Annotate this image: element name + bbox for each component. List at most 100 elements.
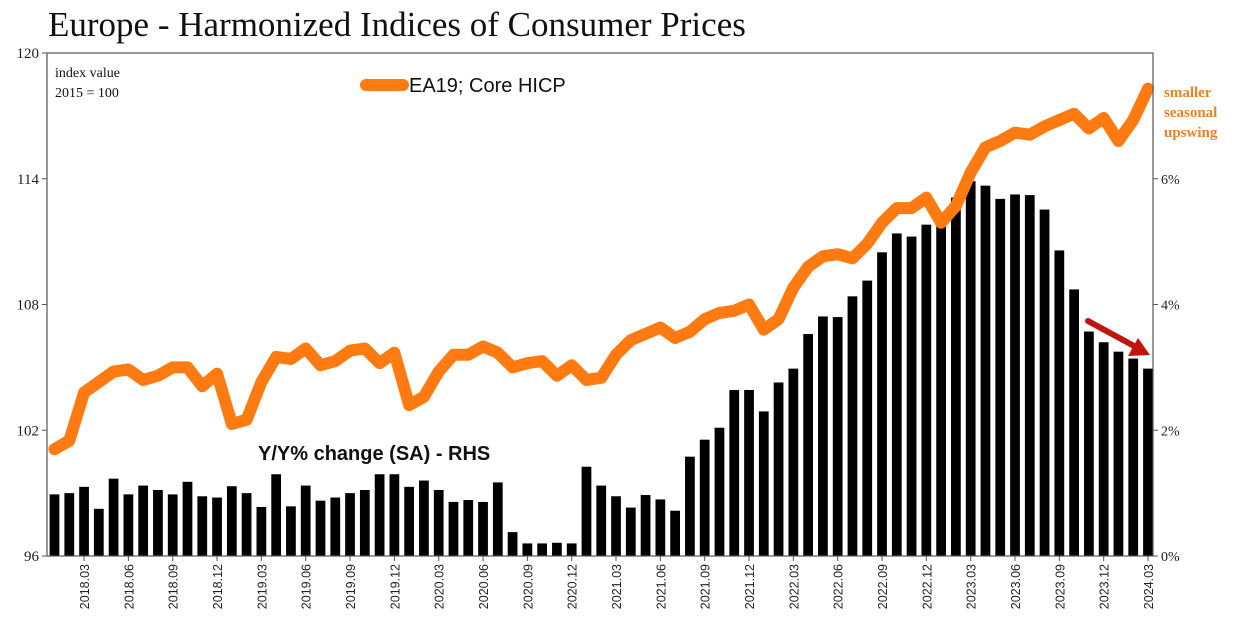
bar-2023.08	[1039, 209, 1050, 556]
x-tick-label: 2023.12	[1098, 564, 1112, 609]
bar-2020.03	[433, 489, 444, 556]
left-tick-label: 120	[17, 46, 40, 62]
bar-2018.09	[167, 494, 178, 556]
bar-2022.01	[758, 411, 769, 556]
bar-2024.03	[1143, 368, 1153, 556]
bar-2019.10	[359, 489, 370, 556]
bar-2023.01	[936, 215, 946, 556]
bar-2021.01	[581, 466, 592, 556]
x-tick-label: 2018.03	[78, 564, 92, 609]
bar-2018.08	[153, 489, 163, 556]
bar-2023.10	[1069, 289, 1079, 556]
x-tick-label: 2022.03	[787, 564, 801, 609]
bar-2023.12	[1098, 342, 1109, 556]
x-tick-label: 2021.09	[699, 564, 713, 609]
bar-series-label: Y/Y% change (SA) - RHS	[258, 443, 490, 465]
bar-2018.03	[79, 486, 89, 556]
bar-2021.04	[625, 507, 636, 556]
line-series	[48, 82, 1154, 456]
right-tick-label: 4%	[1161, 299, 1180, 314]
bar-2020.09	[522, 543, 533, 556]
bar-2019.12	[389, 474, 400, 556]
legend: EA19; Core HICP	[360, 75, 566, 97]
bar-2019.11	[374, 474, 385, 556]
bar-2022.03	[788, 368, 799, 556]
bar-2023.07	[1024, 195, 1035, 556]
bar-series	[49, 181, 1153, 557]
x-tick-label: 2021.06	[654, 564, 668, 609]
bar-2019.01	[226, 486, 237, 556]
bar-2021.03	[611, 496, 621, 556]
x-tick-label: 2019.12	[388, 564, 402, 609]
bar-2018.06	[123, 494, 134, 556]
x-tick-label: 2021.12	[743, 564, 757, 609]
legend-label: EA19; Core HICP	[409, 75, 566, 97]
x-tick-label: 2022.12	[920, 564, 934, 609]
bar-2023.03	[965, 181, 976, 556]
x-tick-label: 2020.09	[521, 564, 535, 609]
x-tick-label: 2020.12	[566, 564, 580, 609]
axis-note-line1: index value	[55, 66, 120, 81]
bar-2019.07	[315, 500, 326, 556]
bar-2020.06	[478, 501, 488, 556]
bar-2023.05	[995, 198, 1006, 556]
bar-2018.02	[64, 493, 75, 557]
bar-2024.01	[1113, 351, 1124, 556]
bar-2021.11	[729, 390, 740, 556]
right-tick-label: 6%	[1161, 173, 1180, 188]
bar-2020.02	[419, 480, 429, 556]
x-tick-label: 2023.03	[965, 564, 979, 609]
x-tick-label: 2020.06	[477, 564, 491, 609]
bar-2022.04	[803, 334, 813, 556]
bar-2019.08	[330, 497, 341, 556]
bar-2022.10	[891, 233, 902, 556]
bar-2020.10	[537, 543, 548, 556]
bar-2018.10	[182, 481, 193, 556]
x-tick-label: 2018.09	[167, 564, 181, 609]
right-tick-label: 2%	[1161, 424, 1180, 439]
axis-note-line2: 2015 = 100	[55, 86, 119, 101]
left-tick-label: 114	[17, 172, 39, 188]
x-tick-label: 2019.09	[344, 564, 358, 609]
right-tick-label: 0%	[1161, 550, 1180, 565]
bar-2022.08	[862, 280, 873, 556]
bar-2021.10	[714, 427, 725, 556]
bar-2021.02	[596, 485, 607, 556]
arrow-head	[1128, 338, 1150, 356]
bar-2018.07	[138, 485, 149, 556]
bar-2022.06	[832, 317, 843, 556]
bar-2024.02	[1128, 358, 1139, 556]
chart-title: Europe - Harmonized Indices of Consumer …	[48, 5, 746, 44]
bar-2021.05	[640, 495, 651, 556]
x-tick-label: 2022.09	[876, 564, 890, 609]
x-tick-label: 2022.06	[832, 564, 846, 609]
bar-2022.12	[921, 224, 932, 556]
right-axis: 0% 2% 4% 6%	[1153, 173, 1180, 565]
bar-2019.09	[345, 493, 355, 557]
bar-2018.05	[108, 478, 119, 556]
x-tick-label: 2019.03	[255, 564, 269, 609]
bar-2022.07	[847, 296, 858, 556]
bar-2018.04	[93, 508, 104, 556]
bar-2019.05	[286, 506, 296, 556]
annotation-line3: upswing	[1164, 125, 1218, 141]
bar-2021.08	[685, 456, 695, 556]
x-tick-label: 2024.03	[1142, 564, 1156, 609]
bar-2023.09	[1054, 250, 1065, 556]
bar-2019.04	[271, 474, 282, 556]
bar-2022.11	[906, 236, 917, 556]
x-tick-label: 2018.12	[211, 564, 225, 609]
x-tick-label: 2023.06	[1009, 564, 1023, 609]
bar-2020.05	[463, 500, 474, 556]
bar-2019.06	[300, 485, 311, 556]
bar-2021.07	[670, 510, 681, 556]
x-axis: 2018.03 2018.06 2018.09 2018.12 2019.03 2019.…	[78, 556, 1156, 609]
bar-2022.05	[818, 316, 828, 556]
left-tick-label: 96	[24, 549, 40, 565]
bar-2020.08	[507, 532, 518, 556]
bar-2020.12	[566, 543, 577, 556]
bar-2022.02	[773, 382, 784, 556]
bar-2020.11	[552, 542, 562, 556]
annotation-line2: seasonal	[1164, 105, 1217, 121]
